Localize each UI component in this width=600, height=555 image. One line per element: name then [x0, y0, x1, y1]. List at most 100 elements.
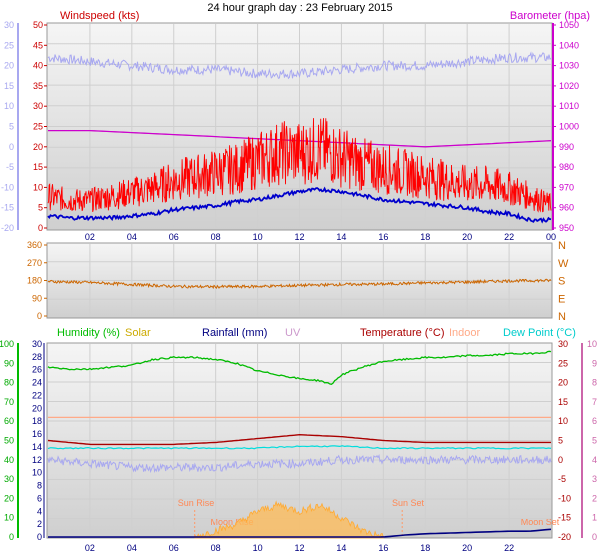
x-tick-label: 00 — [546, 232, 556, 242]
temperature-trace-line — [47, 51, 552, 80]
tick-label-temperature: -10 — [558, 493, 571, 503]
barometer-axis-label: Barometer (hpa) — [510, 10, 590, 22]
tick-label-temperature: 5 — [9, 122, 14, 132]
tick-label-rainfall: 8 — [37, 481, 42, 491]
tick-label-windspeed: 20 — [33, 142, 43, 152]
tick-label-rainfall: 12 — [32, 455, 42, 465]
tick-label-humidity: 20 — [4, 493, 14, 503]
tick-label-uv: 8 — [592, 378, 597, 388]
tick-label-windspeed: 45 — [33, 40, 43, 50]
tick-label-rainfall: 2 — [37, 519, 42, 529]
tick-label-barometer: 1000 — [559, 122, 579, 132]
tick-label-rainfall: 0 — [37, 532, 42, 542]
tick-label-temperature: 25 — [4, 40, 14, 50]
tick-label-rainfall: 16 — [32, 429, 42, 439]
x-tick-label: 22 — [504, 543, 514, 553]
tick-label-temperature: 20 — [4, 61, 14, 71]
x-tick-label: 14 — [336, 543, 346, 553]
tick-label-temperature: -15 — [558, 513, 571, 523]
tick-label-temperature: -20 — [558, 532, 571, 542]
tick-label-rainfall: 30 — [32, 339, 42, 349]
compass-label: S — [558, 276, 565, 288]
tick-label-temperature: 30 — [558, 339, 568, 349]
tick-label-windspeed: 30 — [33, 101, 43, 111]
tick-label-windspeed: 35 — [33, 81, 43, 91]
tick-label-humidity: 0 — [9, 532, 14, 542]
tick-label-temperature: 15 — [558, 397, 568, 407]
legend-rainfall: Rainfall (mm) — [202, 327, 267, 339]
tick-label-temperature: -5 — [558, 474, 566, 484]
x-tick-label: 16 — [378, 543, 388, 553]
dewpoint-line — [47, 445, 552, 450]
x-tick-label: 06 — [169, 232, 179, 242]
windspeed-avg-line — [47, 186, 552, 224]
annotation-sun-rise: Sun Rise — [178, 498, 215, 508]
tick-label-rainfall: 4 — [37, 506, 42, 516]
compass-label: N — [558, 311, 566, 323]
x-tick-label: 08 — [211, 543, 221, 553]
annotation-moon-set: Moon Set — [521, 517, 560, 527]
tick-label-rainfall: 14 — [32, 442, 42, 452]
tick-label-barometer: 970 — [559, 182, 574, 192]
legend-solar: Solar — [125, 327, 151, 339]
x-tick-label: 22 — [504, 232, 514, 242]
x-tick-label: 12 — [294, 543, 304, 553]
page-title: 24 hour graph day : 23 February 2015 — [207, 2, 392, 14]
tick-label-rainfall: 6 — [37, 493, 42, 503]
tick-label-humidity: 30 — [4, 474, 14, 484]
tick-label-humidity: 50 — [4, 436, 14, 446]
x-tick-label: 20 — [462, 543, 472, 553]
tick-label-temperature: 10 — [558, 416, 568, 426]
tick-label-temperature: 15 — [4, 81, 14, 91]
tick-label-windspeed: 15 — [33, 162, 43, 172]
tick-label-windspeed: 10 — [33, 182, 43, 192]
tick-label-temperature: 0 — [9, 142, 14, 152]
solar-area — [194, 500, 384, 539]
tick-label-humidity: 80 — [4, 378, 14, 388]
tick-label-barometer: 990 — [559, 142, 574, 152]
tick-label-rainfall: 24 — [32, 378, 42, 388]
tick-label-humidity: 10 — [4, 513, 14, 523]
legend-indoor: Indoor — [449, 327, 481, 339]
tick-label-temperature: -5 — [6, 162, 14, 172]
tick-label-barometer: 960 — [559, 203, 574, 213]
tick-label-uv: 0 — [592, 532, 597, 542]
tick-label-direction: 90 — [32, 293, 42, 303]
tick-label-direction: 0 — [37, 311, 42, 321]
tick-label-humidity: 40 — [4, 455, 14, 465]
tick-label-direction: 360 — [27, 240, 42, 250]
tick-label-uv: 7 — [592, 397, 597, 407]
tick-label-humidity: 70 — [4, 397, 14, 407]
tick-label-uv: 2 — [592, 493, 597, 503]
x-tick-label: 02 — [85, 232, 95, 242]
tick-label-windspeed: 0 — [38, 223, 43, 233]
x-tick-label: 16 — [378, 232, 388, 242]
x-tick-label: 10 — [253, 232, 263, 242]
tick-label-rainfall: 20 — [32, 403, 42, 413]
tick-label-uv: 9 — [592, 358, 597, 368]
tick-label-temperature: 0 — [558, 455, 563, 465]
x-tick-label: 08 — [211, 232, 221, 242]
tick-label-humidity: 90 — [4, 358, 14, 368]
compass-label: E — [558, 293, 565, 305]
tick-label-barometer: 1010 — [559, 101, 579, 111]
compass-label: W — [558, 258, 569, 270]
tick-label-barometer: 950 — [559, 223, 574, 233]
tick-label-direction: 180 — [27, 276, 42, 286]
tick-label-temperature: 5 — [558, 436, 563, 446]
tick-label-temperature: 20 — [558, 378, 568, 388]
tick-label-uv: 3 — [592, 474, 597, 484]
x-tick-label: 04 — [127, 232, 137, 242]
tick-label-rainfall: 18 — [32, 416, 42, 426]
temperature-line — [47, 433, 551, 446]
tick-label-windspeed: 5 — [38, 203, 43, 213]
tick-label-uv: 1 — [592, 513, 597, 523]
x-tick-label: 20 — [462, 232, 472, 242]
temperature-trace-line — [47, 454, 552, 474]
tick-label-windspeed: 50 — [33, 20, 43, 30]
legend-uv: UV — [285, 327, 301, 339]
tick-label-temperature: -15 — [1, 203, 14, 213]
tick-label-rainfall: 22 — [32, 390, 42, 400]
tick-label-barometer: 1020 — [559, 81, 579, 91]
humidity-line — [47, 350, 552, 385]
